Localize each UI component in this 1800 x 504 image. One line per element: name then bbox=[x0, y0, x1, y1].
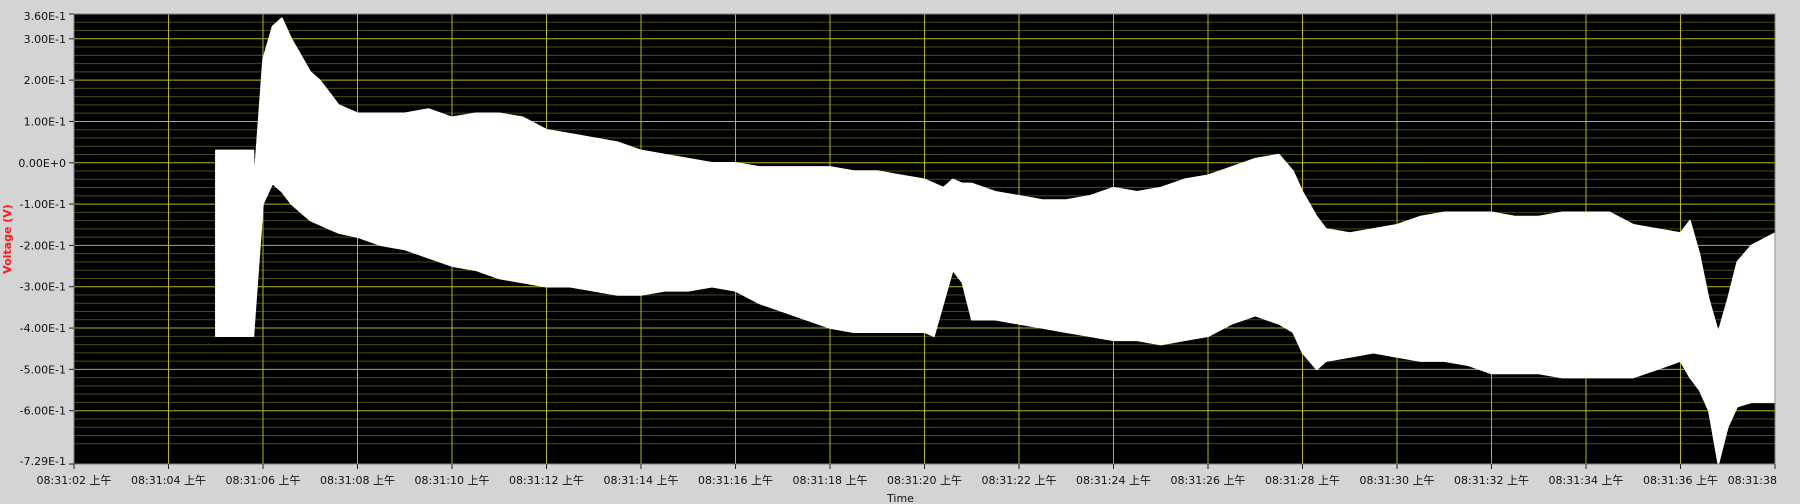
x-tick-label: 08:31:24 上午 bbox=[1076, 474, 1151, 487]
x-tick-label: 08:31:36 上午 bbox=[1643, 474, 1718, 487]
y-tick-label: -3.00E-1 bbox=[20, 281, 66, 294]
x-tick-label: 08:31:22 上午 bbox=[982, 474, 1057, 487]
x-tick-label: 08:31:10 上午 bbox=[415, 474, 490, 487]
x-tick-label: 08:31:34 上午 bbox=[1549, 474, 1624, 487]
x-tick-label: 08:31:12 上午 bbox=[509, 474, 584, 487]
y-tick-label: -4.00E-1 bbox=[20, 322, 66, 335]
x-tick-label: 08:31:02 上午 bbox=[37, 474, 112, 487]
y-tick-label: 1.00E-1 bbox=[24, 115, 66, 128]
x-tick-label: 08:31:28 上午 bbox=[1265, 474, 1340, 487]
x-tick-label: 08:31:32 上午 bbox=[1454, 474, 1529, 487]
y-axis-title: Voltage (V) bbox=[1, 204, 14, 274]
x-tick-label: 08:31:08 上午 bbox=[320, 474, 395, 487]
y-tick-label: 2.00E-1 bbox=[24, 74, 66, 87]
y-axis-ticks: 3.60E-1 3.00E-1 2.00E-1 1.00E-1 0.00E+0 -1.00… bbox=[18, 10, 74, 468]
x-tick-label: 08:31:16 上午 bbox=[698, 474, 773, 487]
x-tick-label: 08:31:20 上午 bbox=[887, 474, 962, 487]
x-tick-label: 08:31:18 上午 bbox=[793, 474, 868, 487]
x-tick-label: 08:31:14 上午 bbox=[604, 474, 679, 487]
y-tick-label: -2.00E-1 bbox=[20, 239, 66, 252]
y-tick-label: 3.60E-1 bbox=[24, 10, 66, 23]
x-tick-label: 08:31:30 上午 bbox=[1360, 474, 1435, 487]
x-tick-label: 08:31:04 上午 bbox=[131, 474, 206, 487]
y-tick-label: 0.00E+0 bbox=[18, 157, 66, 170]
y-tick-label: -1.00E-1 bbox=[20, 198, 66, 211]
y-tick-label: 3.00E-1 bbox=[24, 33, 66, 46]
y-tick-label: -7.29E-1 bbox=[20, 455, 66, 468]
y-tick-label: -6.00E-1 bbox=[20, 405, 66, 418]
x-tick-label: 08:31:26 上午 bbox=[1171, 474, 1246, 487]
x-tick-label: 08:31:38 bbox=[1728, 474, 1777, 487]
x-axis-title: Time bbox=[886, 492, 914, 504]
x-axis-ticks: 08:31:02 上午 08:31:04 上午 08:31:06 上午 08:31:0… bbox=[37, 464, 1777, 487]
y-tick-label: -5.00E-1 bbox=[20, 363, 66, 376]
x-tick-label: 08:31:06 上午 bbox=[226, 474, 301, 487]
